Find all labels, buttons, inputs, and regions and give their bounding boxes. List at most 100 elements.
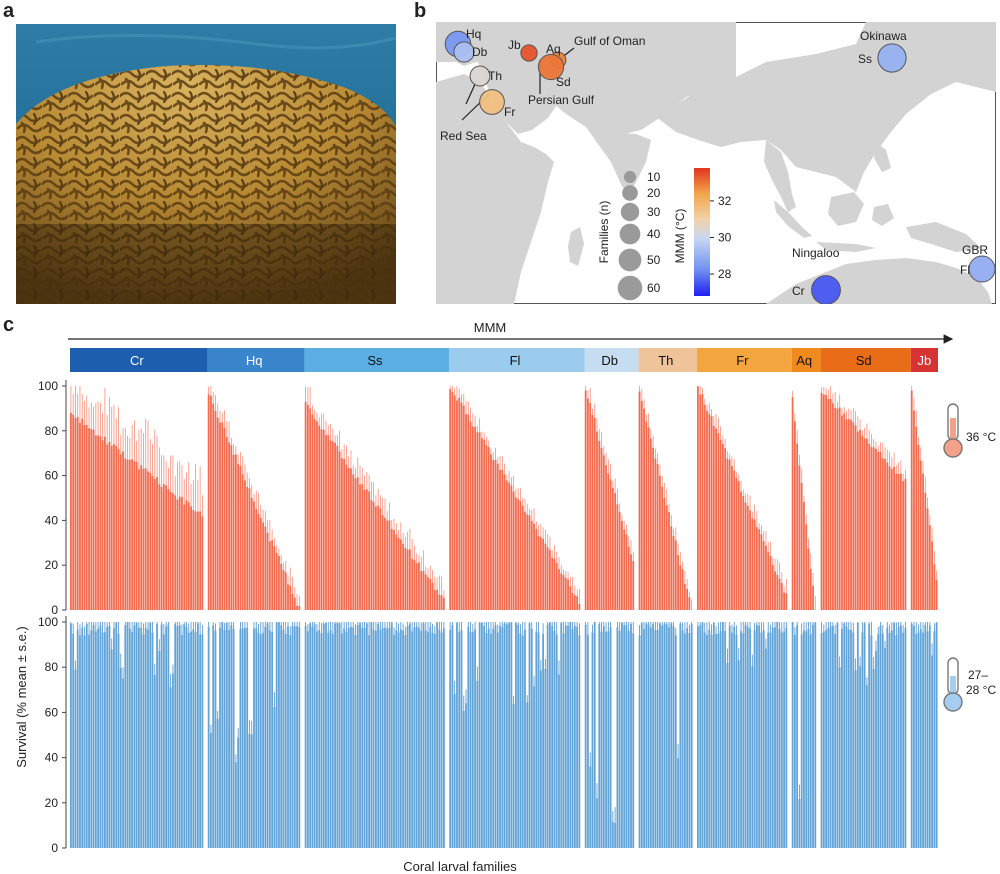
bar-36c-ss xyxy=(413,560,416,610)
bar-27-28c-fl xyxy=(492,628,495,848)
bar-36c-jb xyxy=(910,390,913,610)
bar-27-28c-fl xyxy=(569,622,572,848)
bar-36c-sd xyxy=(836,408,839,610)
bar-27-28c-ss xyxy=(306,631,309,848)
bar-27-28c-th xyxy=(674,635,677,848)
bar-36c-cr xyxy=(176,499,179,610)
bar-27-28c-th xyxy=(681,630,684,848)
bar-36c-ss xyxy=(372,501,375,610)
color-legend-bar xyxy=(694,168,710,296)
site-marker-fl xyxy=(968,255,996,283)
bar-36c-cr xyxy=(192,509,195,610)
bar-36c-fr xyxy=(744,502,747,610)
bar-27-28c-db xyxy=(609,627,612,848)
bar-36c-th xyxy=(661,486,664,610)
bar-36c-ss xyxy=(316,421,318,610)
bar-36c-cr xyxy=(106,444,109,610)
bar-36c-ss xyxy=(397,537,400,610)
bar-27-28c-jb xyxy=(924,625,927,848)
bar-27-28c-fl xyxy=(542,634,545,848)
bar-27-28c-fr xyxy=(719,630,722,848)
bar-36c-fr xyxy=(699,394,702,610)
size-legend-circle xyxy=(620,202,640,222)
bar-27-28c-cr xyxy=(108,625,111,848)
bar-36c-fr xyxy=(778,578,781,610)
group-header-label-fr: Fr xyxy=(736,353,749,368)
bar-27-28c-fl xyxy=(462,710,465,848)
bar-27-28c-ss xyxy=(431,632,434,848)
bar-36c-ss xyxy=(420,571,423,610)
bar-27-28c-ss xyxy=(427,631,429,848)
group-header-label-th: Th xyxy=(658,353,673,368)
region-label-gulf-of-oman: Gulf of Oman xyxy=(574,34,645,48)
bar-36c-cr xyxy=(122,451,124,610)
bar-27-28c-fr xyxy=(717,633,720,848)
bar-36c-fr xyxy=(733,470,736,610)
bar-36c-db xyxy=(630,554,632,610)
bar-36c-ss xyxy=(329,440,332,610)
bar-36c-fr xyxy=(701,393,704,610)
bar-36c-th xyxy=(677,555,679,610)
size-legend-value: 20 xyxy=(647,186,661,200)
bar-36c-sd xyxy=(875,448,877,610)
bar-27-28c-fl xyxy=(503,623,506,848)
bar-27-28c-ss xyxy=(343,628,346,848)
bar-36c-sd xyxy=(859,430,862,610)
bar-36c-fl xyxy=(469,421,472,610)
bar-27-28c-hq xyxy=(262,632,264,848)
bar-27-28c-fl xyxy=(487,628,490,848)
bar-27-28c-th xyxy=(665,624,668,848)
bar-36c-ss xyxy=(433,589,436,610)
bar-27-28c-cr xyxy=(178,625,181,848)
size-legend-value: 30 xyxy=(647,205,661,219)
bar-36c-hq xyxy=(246,486,249,610)
bar-27-28c-jb xyxy=(917,632,920,848)
color-legend-ticks: 28 30 32 xyxy=(710,194,732,281)
bar-27-28c-th xyxy=(672,626,675,848)
bar-36c-hq xyxy=(273,546,276,610)
group-header-db xyxy=(584,348,639,372)
bar-27-28c-ss xyxy=(418,627,420,848)
bar-27-28c-cr xyxy=(181,634,183,848)
bar-27-28c-ss xyxy=(350,626,352,848)
bar-36c-cr xyxy=(119,454,122,610)
bar-27-28c-fr xyxy=(712,622,715,848)
bar-36c-cr xyxy=(190,506,192,610)
bar-27-28c-cr xyxy=(110,649,113,848)
bar-27-28c-sd xyxy=(904,627,907,848)
bar-27-28c-cr xyxy=(92,625,95,848)
bar-36c-th xyxy=(647,427,650,610)
bar-27-28c-sd xyxy=(872,668,875,848)
bar-27-28c-ss xyxy=(438,629,441,848)
bar-27-28c-cr xyxy=(133,625,136,848)
bar-36c-cr xyxy=(72,414,75,610)
bar-27-28c-th xyxy=(688,632,691,848)
bar-36c-ss xyxy=(386,520,389,610)
bar-36c-sd xyxy=(879,451,882,610)
bar-27-28c-db xyxy=(627,630,630,848)
bar-27-28c-fl xyxy=(467,626,470,848)
bar-27-28c-ss xyxy=(318,629,321,848)
condition-label-36c: 36 °C xyxy=(966,430,996,444)
y-axis-27-28c-tick-label: 100 xyxy=(38,615,58,629)
bar-36c-fl xyxy=(451,391,454,610)
bar-36c-cr xyxy=(101,440,104,610)
bar-27-28c-ss xyxy=(311,626,314,848)
site-label-sd: Sd xyxy=(556,75,571,89)
bar-27-28c-sd xyxy=(897,626,900,848)
bar-27-28c-sd xyxy=(888,632,891,848)
bar-36c-cr xyxy=(113,444,115,610)
bar-27-28c-sd xyxy=(859,666,862,848)
bar-36c-jb xyxy=(919,460,922,610)
bar-36c-th xyxy=(668,512,670,610)
bar-27-28c-aq xyxy=(803,630,805,848)
bar-36c-ss xyxy=(347,467,350,610)
bar-27-28c-aq xyxy=(791,622,794,848)
bar-36c-hq xyxy=(275,552,278,610)
bar-27-28c-cr xyxy=(165,626,168,848)
bar-27-28c-fl xyxy=(533,686,535,848)
bar-27-28c-cr xyxy=(101,632,104,848)
bar-36c-fr xyxy=(780,582,783,610)
bar-36c-db xyxy=(611,487,614,610)
